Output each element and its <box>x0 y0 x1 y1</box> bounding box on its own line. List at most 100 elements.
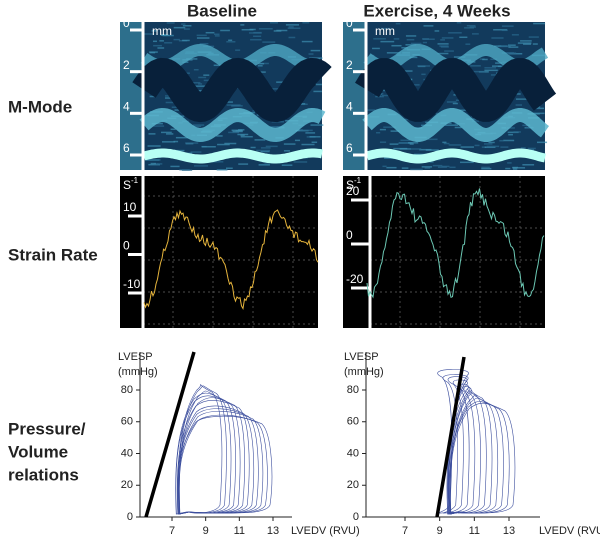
tick-label: 9 <box>437 525 443 537</box>
speckle <box>287 27 301 29</box>
speckle <box>405 44 417 46</box>
pv-loop <box>450 402 516 515</box>
speckle <box>293 161 308 163</box>
x-axis-label: LVEDV (RVU) <box>539 525 600 537</box>
espvr-line <box>435 356 466 518</box>
speckle <box>380 27 392 30</box>
speckle <box>460 161 474 164</box>
unit-exponent: -1 <box>354 176 362 185</box>
speckle <box>166 133 174 135</box>
speckle <box>405 35 417 37</box>
speckle <box>513 131 521 133</box>
speckle <box>473 70 485 73</box>
speckle <box>149 51 156 54</box>
speckle <box>271 88 283 90</box>
speckle <box>152 40 157 43</box>
speckle <box>258 164 270 166</box>
mmode-strip <box>120 22 142 170</box>
unit-label: mm <box>152 24 172 38</box>
y-axis-label: (mmHg) <box>118 366 158 378</box>
speckle <box>422 41 427 44</box>
speckle <box>203 79 212 82</box>
speckle <box>153 44 162 47</box>
tick-label: -20 <box>346 272 364 286</box>
tick-label: 60 <box>121 416 133 428</box>
mmode-strip <box>343 22 365 170</box>
unit-label: S-1 <box>346 176 362 192</box>
speckle <box>493 29 508 31</box>
speckle <box>216 169 228 171</box>
speckle <box>440 39 446 41</box>
speckle <box>395 22 401 25</box>
speckle <box>520 147 526 149</box>
speckle <box>228 39 233 42</box>
speckle <box>381 94 391 97</box>
speckle <box>192 125 202 128</box>
speckle <box>217 143 230 146</box>
speckle <box>235 49 241 51</box>
speckle <box>531 112 545 115</box>
speckle <box>179 169 190 171</box>
speckle <box>248 32 262 34</box>
speckle <box>156 163 163 165</box>
speckle <box>199 42 209 45</box>
y-axis-label: LVESP <box>344 351 379 363</box>
speckle <box>390 130 400 132</box>
speckle <box>283 143 296 145</box>
speckle <box>427 138 438 141</box>
speckle <box>383 126 397 128</box>
speckle <box>159 40 164 42</box>
speckle <box>456 22 462 24</box>
speckle <box>192 82 201 84</box>
tick-label: 20 <box>347 479 359 491</box>
speckle <box>151 30 157 32</box>
speckle <box>254 139 266 141</box>
speckle <box>165 97 172 99</box>
speckle <box>212 161 224 163</box>
speckle <box>257 65 263 67</box>
speckle <box>402 70 413 72</box>
speckle <box>474 144 480 147</box>
speckle <box>164 95 170 97</box>
x-axis-label: LVEDV (RVU) <box>291 525 360 537</box>
speckle <box>389 143 399 145</box>
speckle <box>193 165 208 167</box>
speckle <box>147 145 161 147</box>
speckle <box>170 128 176 131</box>
speckle <box>408 148 422 150</box>
tick-label: -10 <box>123 277 141 291</box>
tick-label: 11 <box>234 525 245 537</box>
tick-label: 4 <box>346 100 353 114</box>
speckle <box>391 44 402 47</box>
speckle <box>481 167 492 170</box>
speckle <box>226 104 241 106</box>
speckle <box>170 165 180 168</box>
speckle <box>422 38 435 40</box>
speckle <box>481 146 486 148</box>
speckle <box>160 34 169 36</box>
speckle <box>238 163 249 165</box>
speckle <box>499 139 504 142</box>
speckle <box>421 166 433 168</box>
speckle <box>483 143 493 145</box>
speckle <box>193 124 205 126</box>
speckle <box>419 148 432 151</box>
tick-label: 0 <box>127 511 133 523</box>
speckle <box>491 37 504 39</box>
speckle <box>367 109 376 111</box>
speckle <box>260 150 270 153</box>
pv-loop <box>178 410 264 515</box>
speckle <box>409 143 414 145</box>
speckle <box>471 33 479 35</box>
speckle <box>421 73 426 76</box>
speckle <box>386 52 401 54</box>
speckle <box>276 81 284 83</box>
tick-label: 0 <box>346 16 353 30</box>
y-axis-label: (mmHg) <box>344 366 384 378</box>
speckle <box>498 45 511 48</box>
speckle <box>241 28 254 31</box>
speckle <box>173 140 179 143</box>
speckle <box>490 74 500 76</box>
speckle <box>488 141 495 144</box>
speckle <box>423 25 434 27</box>
